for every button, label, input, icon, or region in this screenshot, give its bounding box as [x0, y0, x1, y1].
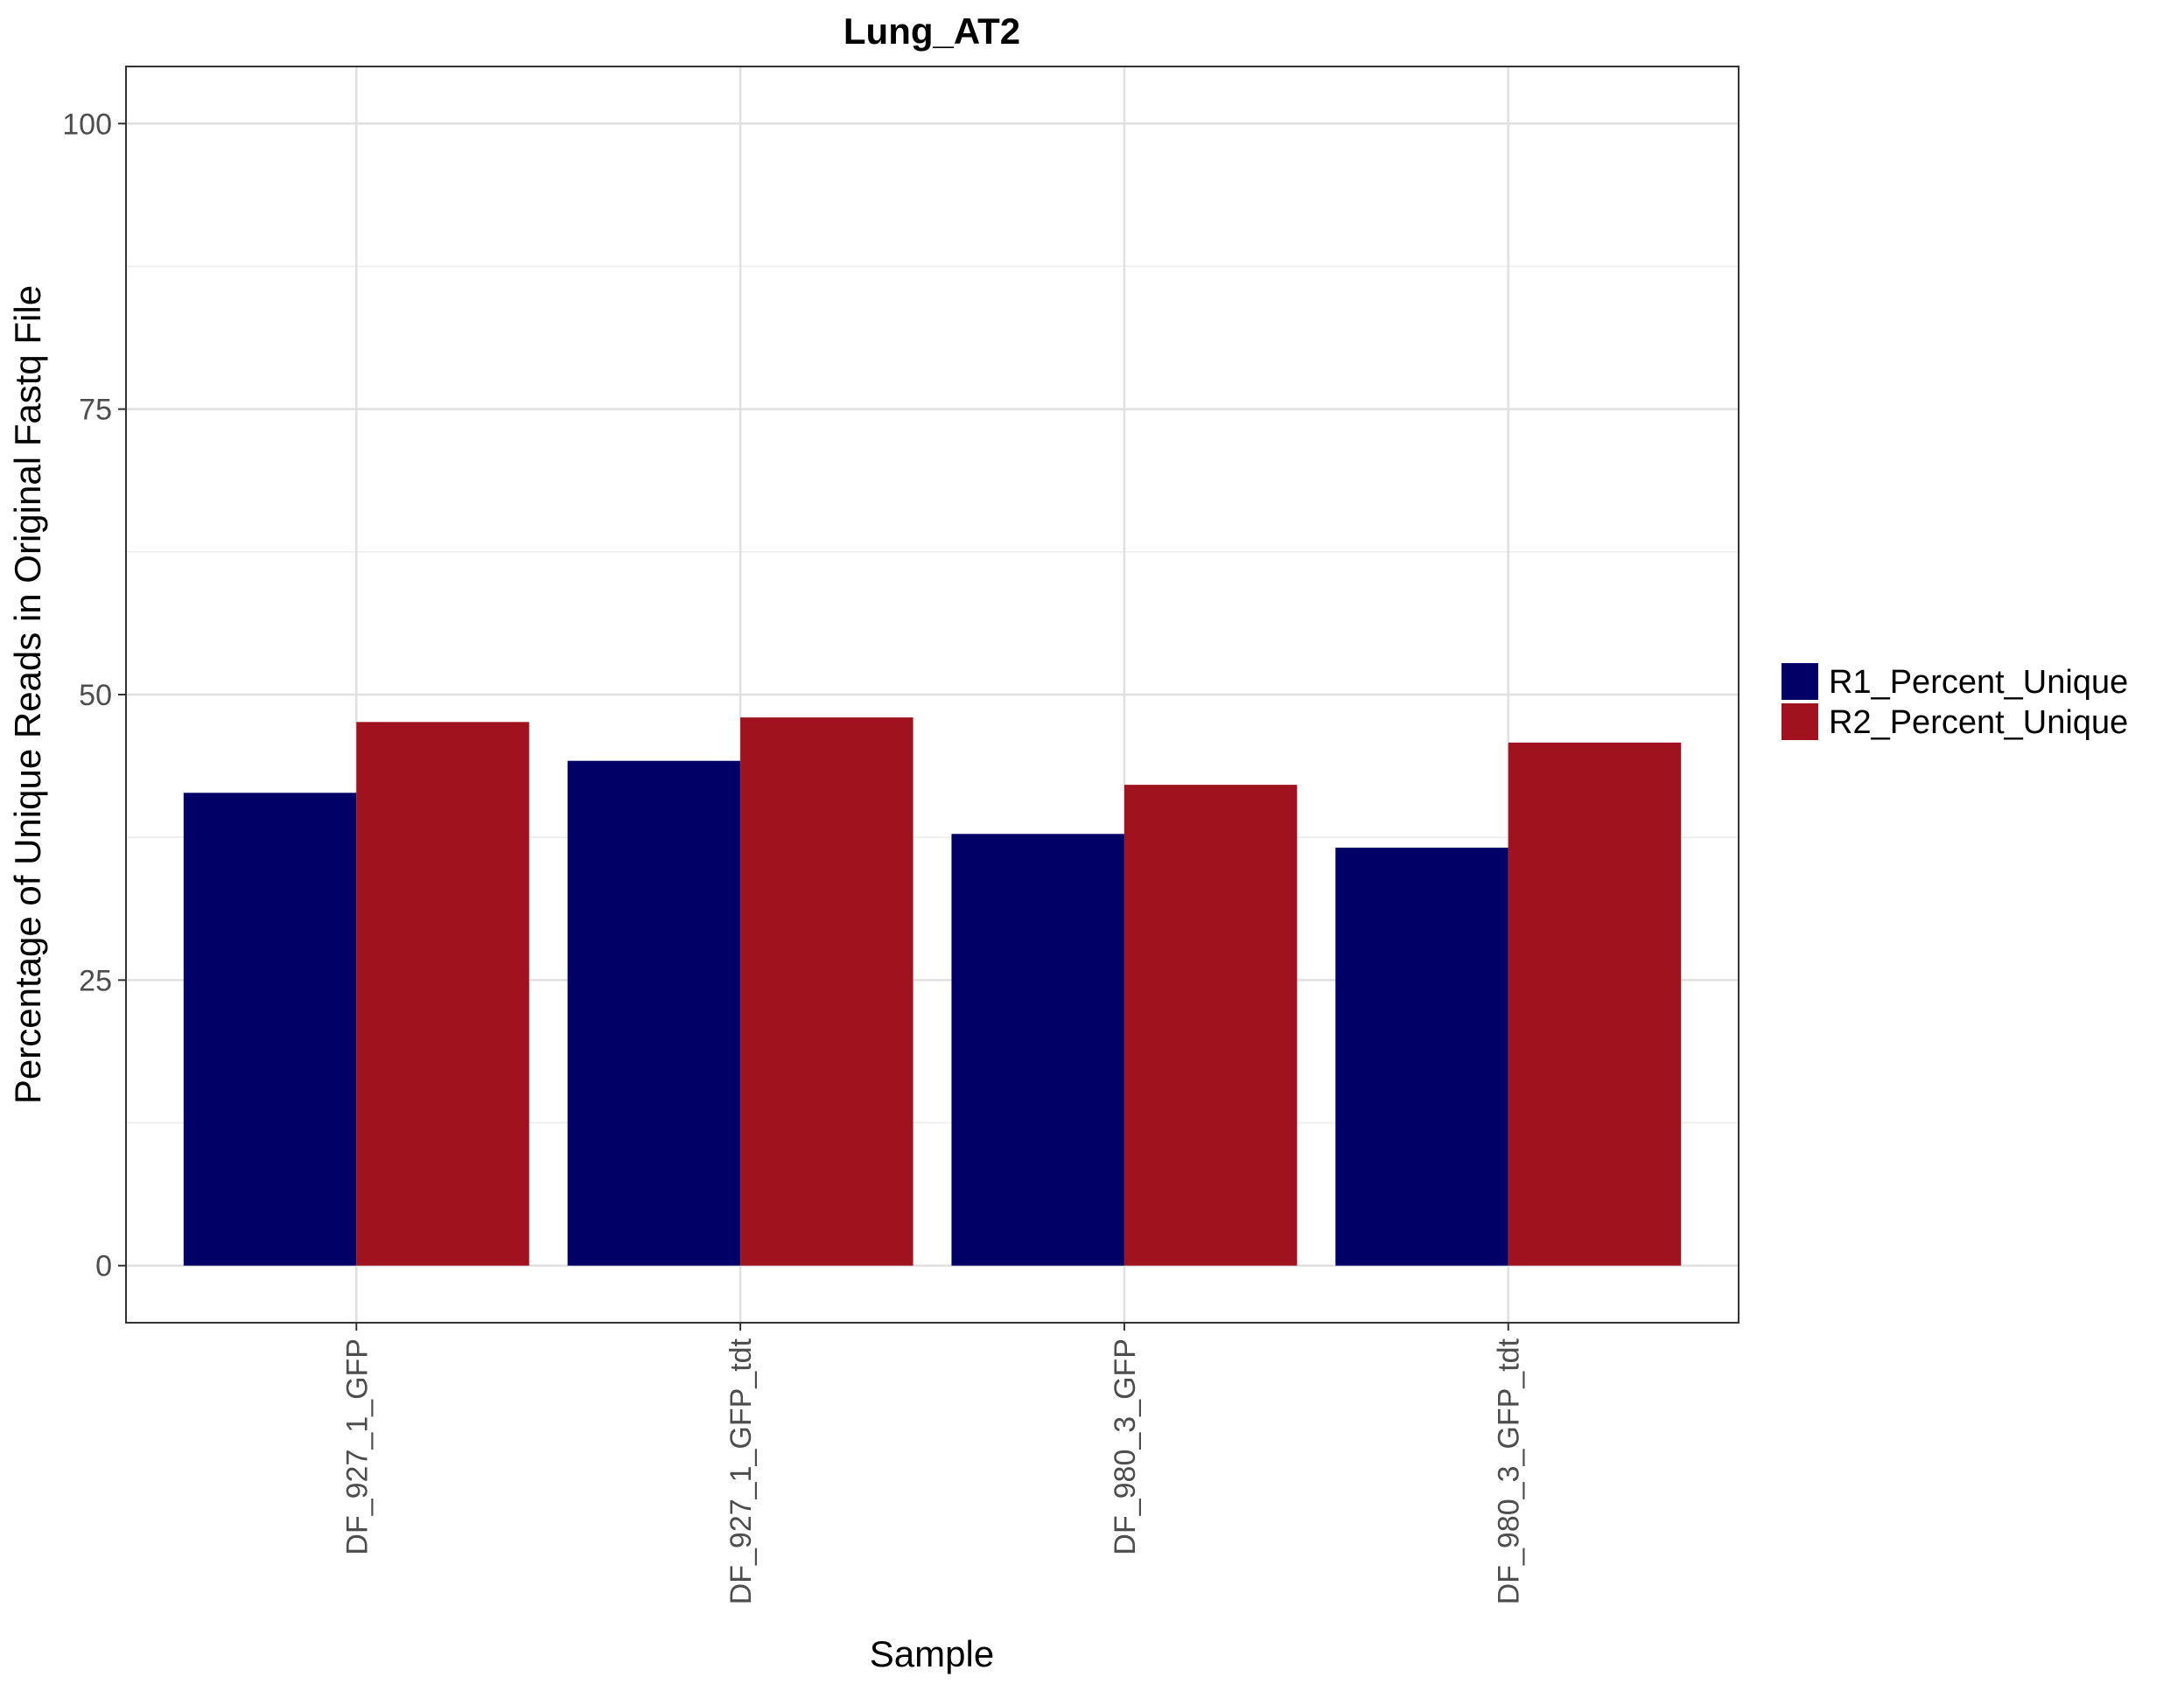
bar-r2-percent-unique-3	[1124, 785, 1298, 1266]
y-axis: 0 25 50 75 100	[62, 108, 126, 1283]
legend-key-r1-percent-unique	[1782, 663, 1818, 700]
bar-r2-percent-unique-1	[356, 722, 529, 1266]
y-tick-label: 25	[79, 964, 112, 997]
bar-r1-percent-unique-4	[1335, 847, 1508, 1266]
bars	[183, 717, 1682, 1266]
x-tick-label: DF_927_1_GFP	[340, 1338, 374, 1555]
legend-label-r1-percent-unique: R1_Percent_Unique	[1829, 664, 2128, 701]
bar-r1-percent-unique-1	[183, 793, 357, 1266]
x-tick-label: DF_980_3_GFP_tdt	[1493, 1338, 1526, 1604]
y-tick-label: 75	[79, 394, 112, 427]
y-tick-label: 0	[95, 1250, 112, 1283]
bar-r1-percent-unique-3	[951, 834, 1124, 1266]
x-axis-title: Sample	[870, 1633, 994, 1674]
x-tick-label: DF_927_1_GFP_tdt	[724, 1338, 758, 1604]
y-tick-label: 50	[79, 679, 112, 712]
chart-title: Lung_AT2	[844, 10, 1020, 52]
x-axis: DF_927_1_GFP DF_927_1_GFP_tdt DF_980_3_GFP…	[340, 1323, 1526, 1604]
x-tick-label: DF_980_3_GFP	[1109, 1338, 1142, 1555]
bar-r2-percent-unique-4	[1508, 742, 1682, 1266]
legend-label-r2-percent-unique: R2_Percent_Unique	[1829, 704, 2128, 741]
y-tick-label: 100	[62, 108, 112, 141]
legend-key-r2-percent-unique	[1782, 703, 1818, 740]
bar-r1-percent-unique-2	[567, 760, 741, 1266]
bar-r2-percent-unique-2	[740, 717, 914, 1266]
y-axis-title: Percentage of Unique Reads in Original F…	[7, 285, 48, 1104]
